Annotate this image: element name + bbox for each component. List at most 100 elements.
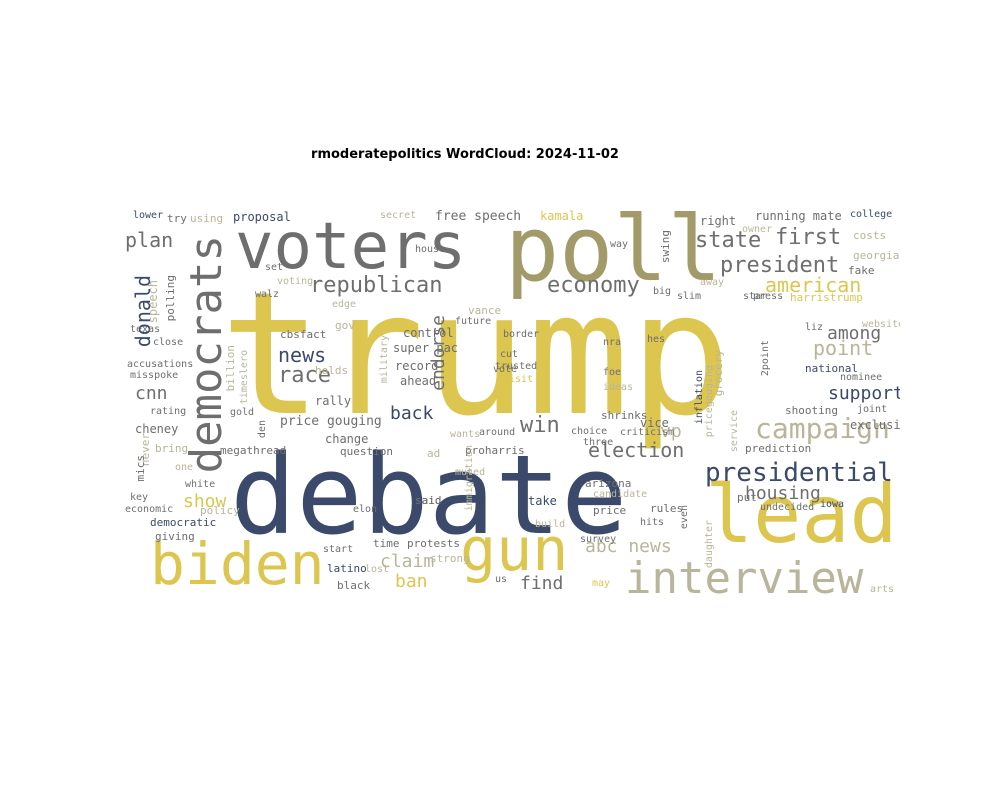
word-foe: foe xyxy=(603,367,622,378)
word-find: find xyxy=(520,573,564,594)
word-democratic: democratic xyxy=(150,516,217,529)
word-speech: speech xyxy=(146,280,160,324)
word-service: service xyxy=(729,410,740,453)
word-policy: policy xyxy=(200,504,240,517)
word-build: build xyxy=(535,519,566,530)
word-presidential: presidential xyxy=(705,458,893,488)
word-walz: walz xyxy=(255,289,280,300)
word-economy: economy xyxy=(547,273,640,298)
word-around: around xyxy=(479,427,516,438)
word-star: star xyxy=(743,291,768,302)
word-debate: debate xyxy=(230,431,628,559)
word-gov: gov xyxy=(335,319,355,332)
word-survey: survey xyxy=(580,534,617,545)
word-white: white xyxy=(185,479,216,490)
word-gun: gun xyxy=(460,515,569,585)
word-press: press xyxy=(753,291,784,302)
word-choice: choice xyxy=(571,426,608,437)
word-ban: ban xyxy=(395,571,428,592)
word-bring: bring xyxy=(155,442,189,455)
word-college: college xyxy=(850,209,893,220)
word-arizona: arizona xyxy=(585,477,632,490)
word-georgia: georgia xyxy=(853,249,900,262)
word-ad: ad xyxy=(427,447,441,460)
word-shrinks: shrinks xyxy=(601,409,648,422)
word-try: try xyxy=(167,212,187,225)
word-national: national xyxy=(805,362,858,375)
word-democrats: democrats xyxy=(181,235,232,474)
word-cloud: trump debate poll voters lead biden gun intervi… xyxy=(125,205,900,605)
word-exclusive: exclusive xyxy=(850,418,900,432)
word-hits: hits xyxy=(640,517,665,528)
word-nominee: nominee xyxy=(840,372,883,383)
word-president: president xyxy=(720,253,840,278)
word-kamala: kamala xyxy=(540,209,584,223)
word-show: show xyxy=(183,491,227,512)
word-put: put xyxy=(737,491,757,504)
word-lower: lower xyxy=(133,210,164,221)
word-poll: poll xyxy=(505,205,722,302)
word-prediction: prediction xyxy=(745,442,812,455)
word-rating: rating xyxy=(150,406,187,417)
word-owner: owner xyxy=(742,224,773,235)
word-win: win xyxy=(520,413,560,438)
word-cut: cut xyxy=(500,349,519,360)
word-running-mate: running mate xyxy=(755,209,842,223)
word-daughter: daughter xyxy=(704,520,715,569)
word-lead: lead xyxy=(705,468,898,561)
word-set: set xyxy=(265,262,284,273)
word-campaign: campaign xyxy=(755,412,890,445)
word-may: may xyxy=(592,578,611,589)
word-big: big xyxy=(653,286,672,297)
word-cnn: cnn xyxy=(135,383,168,404)
word-ahead: ahead xyxy=(400,374,437,388)
word-pricegouging: pricegouging xyxy=(704,365,715,438)
chart-title: rmoderatepolitics WordCloud: 2024-11-02 xyxy=(311,147,619,162)
word-immigration: immigration xyxy=(464,445,475,512)
word-start: start xyxy=(323,544,354,555)
word-latino: latino xyxy=(327,562,367,575)
word-support: support xyxy=(828,383,900,404)
word-free-speech: free speech xyxy=(435,209,522,224)
word-undecided: undecided xyxy=(760,502,815,513)
word-ideas: ideas xyxy=(603,382,634,393)
word-costs: costs xyxy=(853,229,887,242)
word-control: control xyxy=(403,326,454,340)
word-time: time xyxy=(373,537,400,550)
word-joint: joint xyxy=(857,404,888,415)
word-trusted: trusted xyxy=(495,361,538,372)
word-even: even xyxy=(679,505,690,530)
word-one: one xyxy=(175,462,194,473)
word-take: take xyxy=(528,494,557,508)
word-military: military xyxy=(379,335,390,384)
word-claim: claim xyxy=(380,551,435,572)
word-back: back xyxy=(390,403,434,424)
word-muted: muted xyxy=(455,467,486,478)
word-megathread: megathread xyxy=(220,444,287,457)
word-elon: elon xyxy=(353,504,378,515)
word-election: election xyxy=(588,438,685,462)
word-hes: hes xyxy=(647,334,666,345)
word-three: three xyxy=(583,437,614,448)
word-swing: swing xyxy=(659,230,672,264)
word-voting: voting xyxy=(277,276,314,287)
word-den: den xyxy=(257,420,268,439)
word-housing: housing xyxy=(745,483,821,504)
word-gold: gold xyxy=(230,407,255,418)
word-border: border xyxy=(503,329,540,340)
word-point: point xyxy=(813,336,874,360)
word-fake: fake xyxy=(848,264,875,277)
word-rally: rally xyxy=(315,394,352,408)
word-harristrump: harristrump xyxy=(790,291,863,304)
word-cheney: cheney xyxy=(135,422,179,436)
word-price-gouging: price gouging xyxy=(280,414,382,429)
word-interview: interview xyxy=(625,553,864,604)
word-cbsfact: cbsfact xyxy=(280,328,327,341)
word-rules: rules xyxy=(650,502,684,515)
word-proposal: proposal xyxy=(233,210,291,224)
word-wants: wants xyxy=(450,429,481,440)
word-iowa: iowa xyxy=(820,499,845,510)
word-2point: 2point xyxy=(760,340,771,377)
word-secret: secret xyxy=(380,210,417,221)
word-biden: biden xyxy=(150,530,325,598)
